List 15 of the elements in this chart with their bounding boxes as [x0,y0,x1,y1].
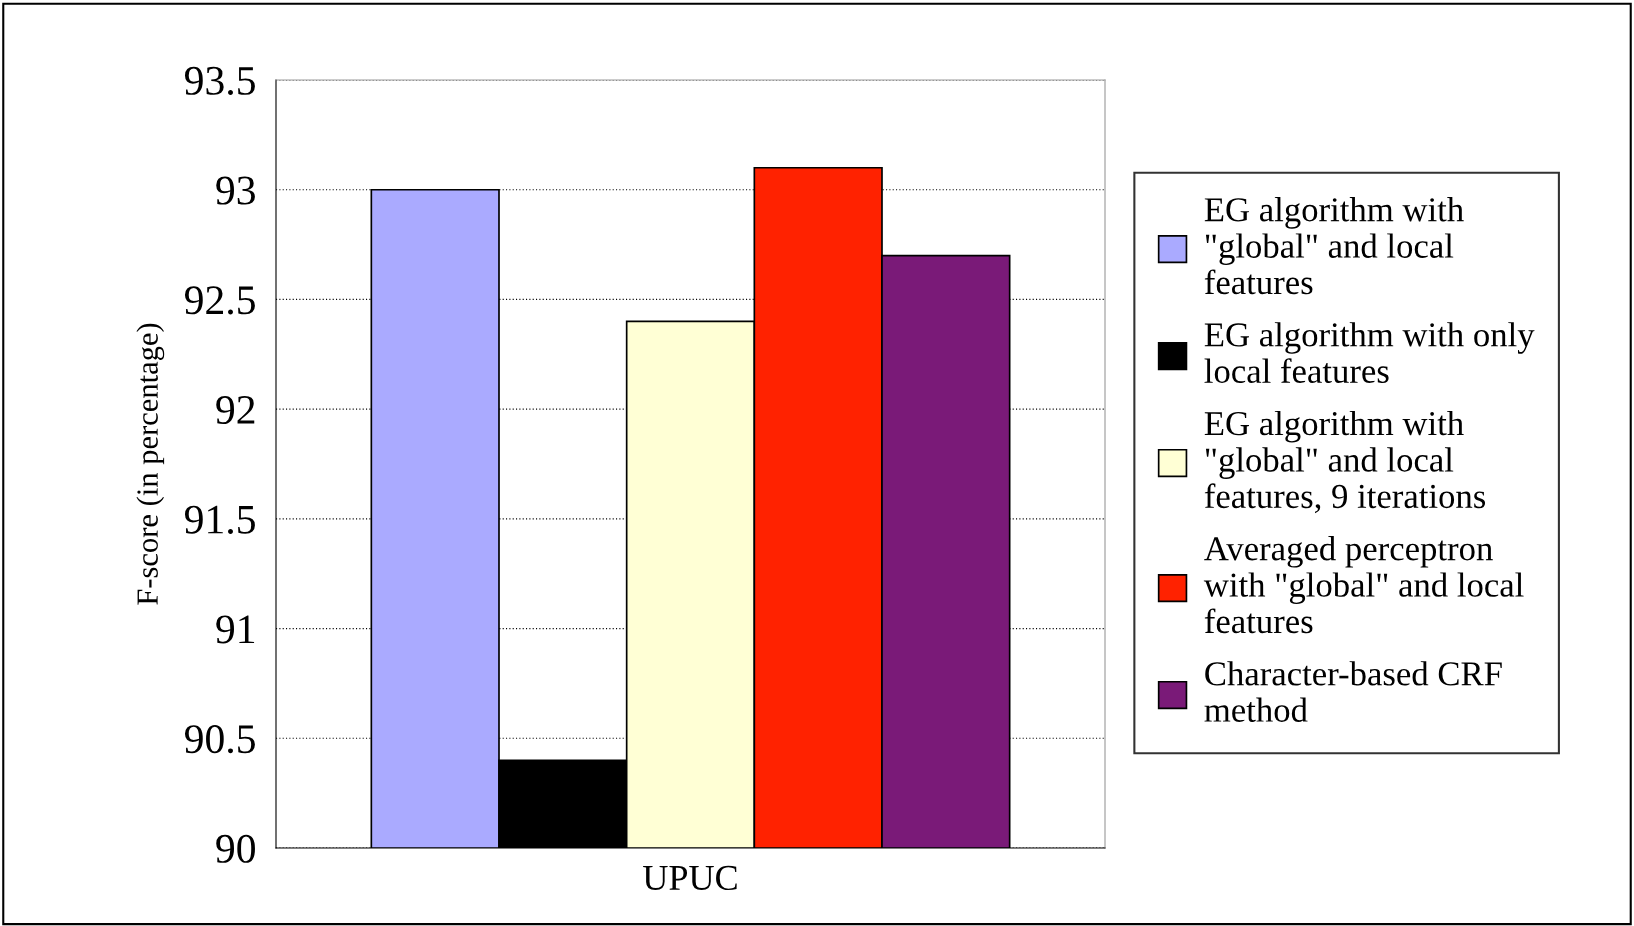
y-tick-label: 93 [216,176,255,205]
y-axis-title: F-score (in percentage) [136,323,165,605]
y-tick-label: 93.5 [184,66,255,96]
y-tick-label: 91.5 [184,505,255,534]
y-tick-label: 90.5 [184,725,255,754]
y-tick-label: 92 [216,396,255,425]
legend-label: EG algorithm with "global" and local features, 9 iterations [1204,410,1486,514]
legend-label: EG algorithm with "global" and local features [1204,197,1464,295]
legend-label: Averaged perceptron with "global" and local features [1203,536,1524,634]
legend-label: Character-based CRF method [1204,661,1502,722]
y-tick-label: 92.5 [184,286,255,315]
y-tick-label: 91 [216,615,255,644]
x-tick-label: UPUC [643,865,737,891]
legend-label: EG algorithm with only local features [1204,322,1535,384]
y-tick-label: 90 [216,834,255,863]
